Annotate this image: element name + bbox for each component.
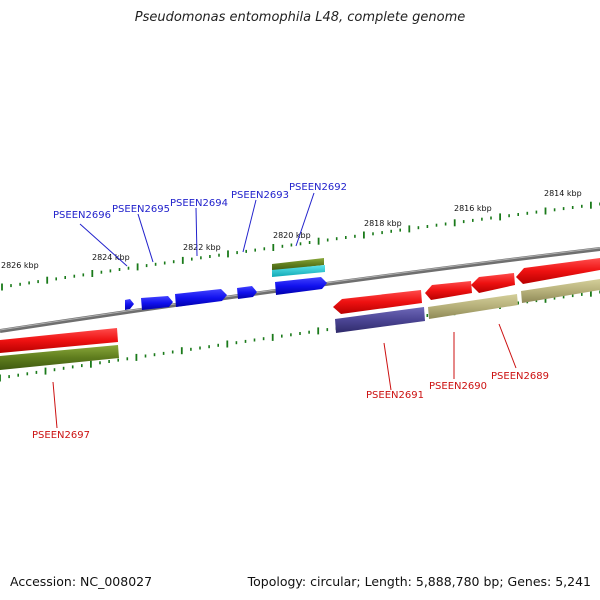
accession-text: Accession: NC_008027 [10,574,153,589]
genome-summary-text: Topology: circular; Length: 5,888,780 bp… [247,574,591,589]
gene-label-PSEEN2691: PSEEN2691 [366,390,424,401]
gene-PSEEN2690[interactable] [425,281,472,300]
gene-label-PSEEN2690: PSEEN2690 [429,381,487,392]
gene-label-PSEEN2697: PSEEN2697 [32,430,90,441]
gene-PSEEN2692[interactable] [275,277,327,295]
outer-tick-row [1,201,600,291]
gene-label-PSEEN2692: PSEEN2692 [289,182,347,193]
feature-khaki-2690 [428,294,518,319]
kbp-label-2826: 2826 kbp [1,261,39,270]
feature-purple-2691 [335,307,425,333]
kbp-label-2822: 2822 kbp [183,243,221,252]
kbp-label-2824: 2824 kbp [92,253,130,262]
gene-label-PSEEN2693: PSEEN2693 [231,190,289,201]
feature-cyan-2692 [272,265,325,277]
feature-olive-2692 [272,258,324,271]
kbp-label-2818: 2818 kbp [364,219,402,228]
gene-PSEEN2696[interactable] [125,299,134,310]
gene-label-PSEEN2695: PSEEN2695 [112,204,170,215]
gene-PSEEN2695[interactable] [141,296,173,310]
gene-label-PSEEN2689: PSEEN2689 [491,371,549,382]
feature-olive-2697 [0,345,119,370]
gene-label-PSEEN2694: PSEEN2694 [170,198,228,209]
gene-right-partial[interactable] [516,258,600,284]
kbp-label-2814: 2814 kbp [544,189,582,198]
kbp-label-2816: 2816 kbp [454,204,492,213]
gene-label-PSEEN2696: PSEEN2696 [53,210,111,221]
kbp-label-2820: 2820 kbp [273,231,311,240]
map-title: Pseudomonas entomophila L48, complete ge… [134,10,466,25]
gene-PSEEN2697[interactable] [0,328,118,353]
gene-PSEEN2693[interactable] [237,286,257,299]
feature-khaki-right [521,279,600,303]
label-leaders [52,192,517,429]
gene-PSEEN2694[interactable] [175,289,227,307]
gene-PSEEN2691[interactable] [333,290,422,314]
gene-PSEEN2689[interactable] [471,273,515,293]
